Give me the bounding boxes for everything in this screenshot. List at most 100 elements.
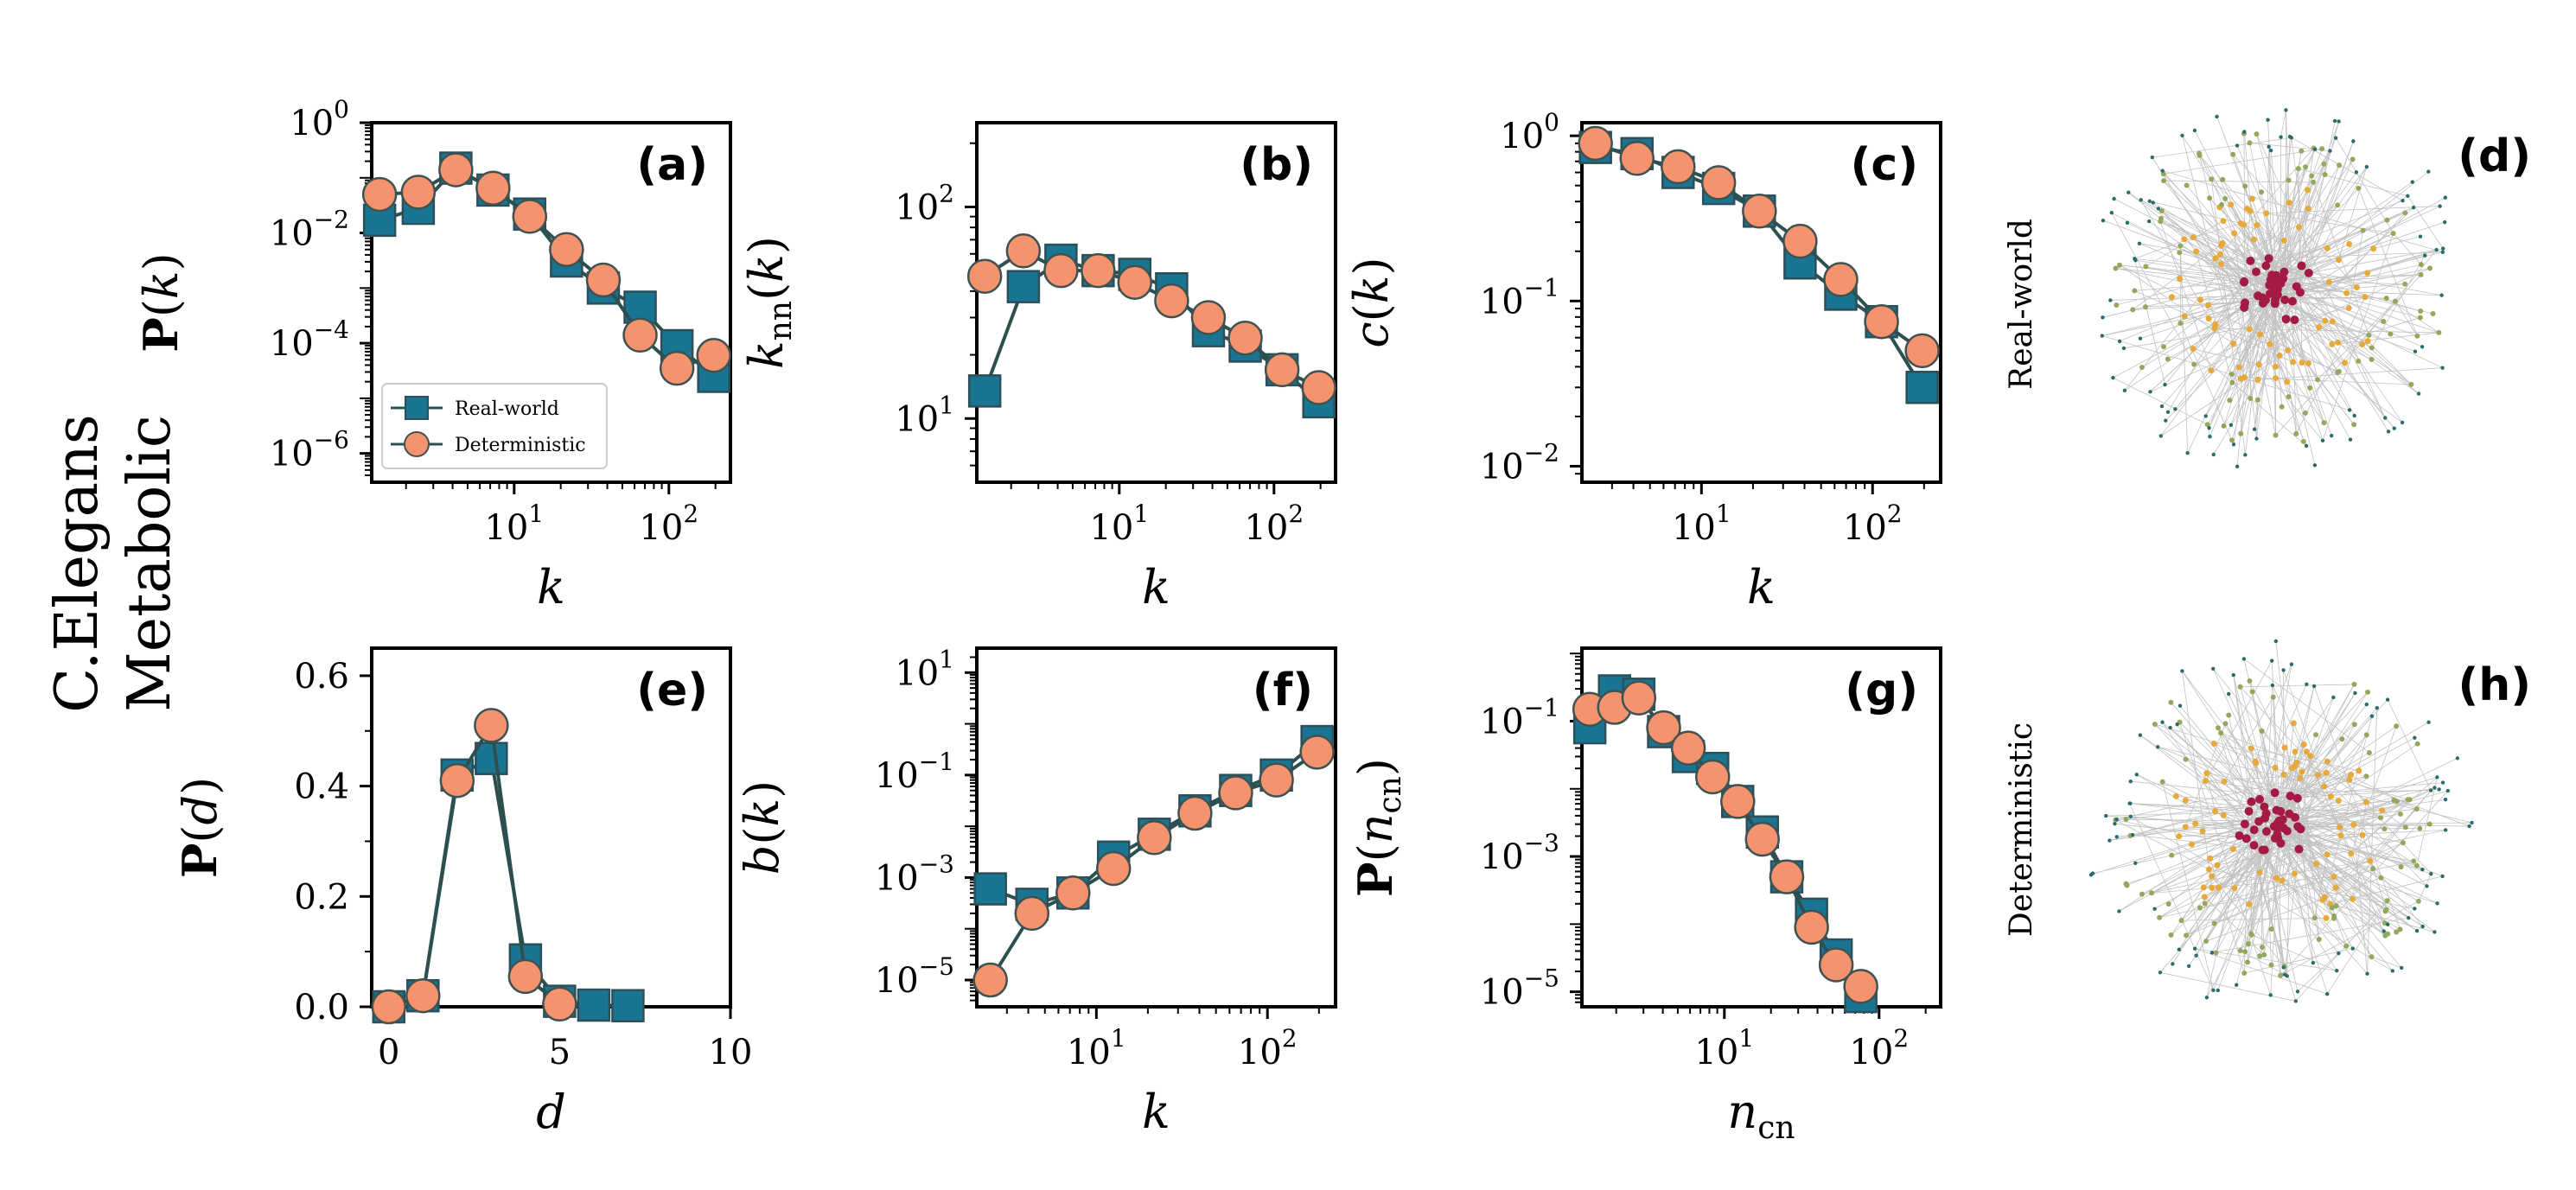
network-node <box>2433 786 2437 790</box>
network-edge <box>2335 137 2394 234</box>
network-edge <box>2182 135 2235 344</box>
network-edge <box>2269 195 2408 286</box>
network-edge <box>2298 799 2408 827</box>
network-edge <box>2240 686 2427 887</box>
network-node <box>2241 374 2248 381</box>
network-node <box>2266 118 2270 122</box>
network-node <box>2383 907 2389 913</box>
network-node <box>2273 363 2280 370</box>
network-node <box>2316 324 2323 331</box>
network-node <box>2202 900 2208 907</box>
network-edge <box>2282 278 2420 394</box>
network-node <box>2260 945 2266 951</box>
network-node <box>2325 278 2332 285</box>
network-node <box>2259 729 2265 735</box>
network-edge <box>2256 134 2386 418</box>
x-tick-label: 101 <box>1067 1024 1126 1072</box>
network-node <box>2337 119 2341 124</box>
network-node <box>2327 793 2334 800</box>
data-point-circle <box>512 199 548 234</box>
network-edge <box>2221 732 2470 827</box>
network-edge <box>2244 302 2306 414</box>
network-edge <box>2371 255 2426 348</box>
network-edge <box>2282 166 2368 279</box>
network-node <box>2148 390 2152 394</box>
network-node <box>2420 345 2425 349</box>
network-edge <box>2280 900 2420 977</box>
network-edge <box>2270 279 2316 466</box>
network-edge <box>2270 249 2437 281</box>
network-node <box>2214 862 2221 869</box>
network-node <box>2381 318 2387 324</box>
network-node <box>2384 898 2390 904</box>
network-edge <box>2393 232 2422 265</box>
network-node <box>2209 884 2216 891</box>
network-node <box>2336 368 2342 374</box>
network-edge <box>2250 260 2421 312</box>
network-node <box>2413 806 2420 812</box>
series-line <box>984 248 1320 390</box>
network-node <box>2386 922 2390 926</box>
network-label-real: Real-world <box>2004 219 2039 390</box>
network-node <box>2348 850 2355 857</box>
network-edge <box>2102 282 2245 318</box>
network-edge <box>2240 684 2355 688</box>
network-edge <box>2162 170 2276 301</box>
network-edge <box>2130 816 2394 971</box>
network-node <box>2199 828 2206 835</box>
network-node <box>2297 774 2304 781</box>
network-node <box>2300 741 2307 748</box>
network-node <box>2178 918 2184 924</box>
network-node <box>2261 296 2271 305</box>
network-node <box>2279 877 2286 884</box>
network-node <box>2312 463 2318 468</box>
network-edge <box>2297 697 2334 799</box>
network-edge <box>2148 220 2264 304</box>
data-point-square <box>577 988 611 1022</box>
network-node <box>2183 756 2189 762</box>
network-node <box>2231 672 2235 678</box>
network-node <box>2245 959 2251 965</box>
network-node <box>2273 818 2282 828</box>
network-edge <box>2266 206 2440 214</box>
network-node <box>2147 199 2152 204</box>
network-node <box>2359 831 2366 838</box>
network-node <box>2347 771 2354 778</box>
network-node <box>2365 971 2369 976</box>
network-node <box>2219 239 2226 246</box>
network-node <box>2143 264 2149 270</box>
y-tick-label: 10−1 <box>1480 273 1559 321</box>
network-node <box>2413 349 2418 353</box>
x-tick-label: 101 <box>484 500 544 548</box>
network-node <box>2292 748 2299 755</box>
network-edge <box>2331 332 2439 345</box>
network-node <box>2302 410 2308 416</box>
x-tick-label: 101 <box>1672 500 1731 548</box>
network-edge <box>2276 181 2413 277</box>
network-node <box>2270 683 2275 688</box>
network-node <box>2324 758 2331 765</box>
x-tick-label: 5 <box>549 1033 571 1072</box>
data-point-circle <box>696 338 731 373</box>
network-node <box>2429 871 2433 876</box>
network-node <box>2230 151 2236 157</box>
network-edge <box>2181 917 2327 921</box>
network-node <box>2440 246 2445 251</box>
x-tick-label: 102 <box>1244 500 1304 548</box>
network-node <box>2443 798 2448 802</box>
network-edge <box>2158 850 2266 919</box>
network-edge <box>2322 232 2394 441</box>
network-edge <box>2348 230 2363 309</box>
network-node <box>2378 875 2384 881</box>
network-edge <box>2297 798 2401 868</box>
network-edge <box>2277 823 2470 827</box>
network-edge <box>2213 319 2295 455</box>
data-point-circle <box>1014 895 1050 932</box>
network-node <box>2249 689 2255 695</box>
network-node <box>2329 318 2336 325</box>
network-node <box>2418 271 2424 277</box>
network-edge <box>2294 175 2312 321</box>
network-edge <box>2154 723 2408 800</box>
network-node <box>2365 689 2371 695</box>
network-node <box>2337 951 2341 956</box>
